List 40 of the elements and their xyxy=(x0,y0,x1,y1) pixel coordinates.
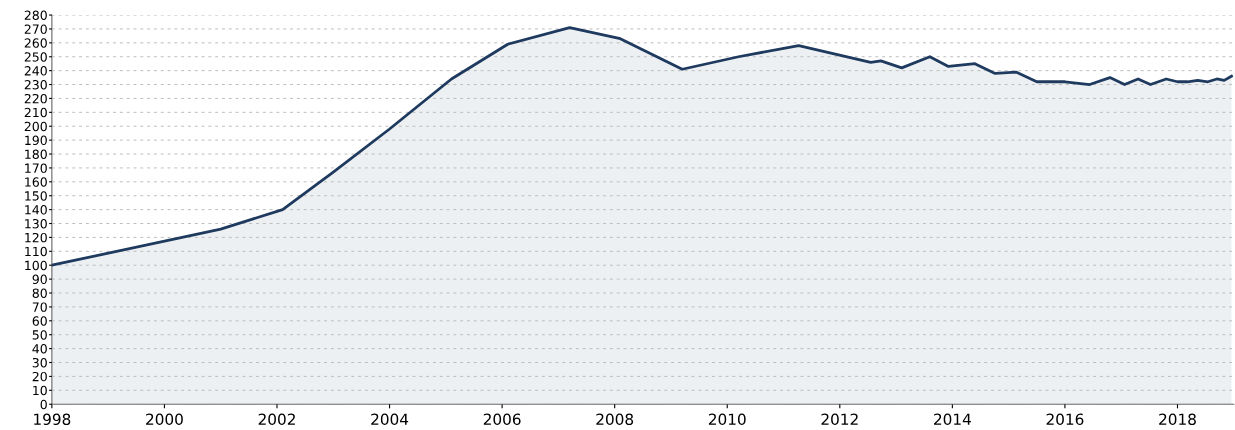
y-tick-label: 50 xyxy=(32,330,47,340)
x-tick-label: 2010 xyxy=(708,413,746,426)
y-tick-label: 270 xyxy=(24,24,47,34)
x-tick-label: 2006 xyxy=(483,413,521,426)
y-tick-label: 40 xyxy=(32,344,47,354)
y-tick-label: 190 xyxy=(25,135,47,146)
y-tick-label: 10 xyxy=(33,385,47,396)
y-tick-label: 80 xyxy=(32,288,47,298)
y-tick-label: 110 xyxy=(25,246,47,257)
y-tick-label: 160 xyxy=(25,177,47,187)
x-tick-label: 2014 xyxy=(934,413,971,426)
x-tick-label: 2004 xyxy=(371,413,409,426)
y-tick-label: 150 xyxy=(25,191,47,201)
y-tick-label: 20 xyxy=(32,371,47,382)
y-tick-label: 220 xyxy=(24,93,47,104)
y-tick-label: 240 xyxy=(24,66,47,76)
y-tick-label: 140 xyxy=(25,205,47,215)
y-tick-label: 70 xyxy=(32,302,47,312)
y-tick-label: 210 xyxy=(24,107,47,118)
x-tick-label: 2018 xyxy=(1159,413,1196,426)
y-tick-label: 170 xyxy=(25,163,47,173)
y-tick-label: 260 xyxy=(24,38,47,48)
x-tick-label: 2012 xyxy=(821,413,858,426)
y-tick-label: 120 xyxy=(25,232,47,243)
x-tick-label: 2000 xyxy=(146,413,183,426)
y-tick-label: 250 xyxy=(24,52,47,62)
y-tick-label: 100 xyxy=(25,260,47,271)
x-tick-label: 2002 xyxy=(258,413,295,426)
y-tick-label: 200 xyxy=(24,121,47,132)
x-tick-label: 2016 xyxy=(1046,413,1084,426)
y-tick-label: 130 xyxy=(25,218,47,229)
y-tick-label: 30 xyxy=(32,357,47,368)
y-tick-label: 230 xyxy=(24,80,47,90)
y-tick-label: 0 xyxy=(40,399,47,410)
x-tick-label: 1998 xyxy=(34,413,71,426)
x-tick-label: 2008 xyxy=(596,413,634,426)
y-tick-label: 180 xyxy=(25,149,47,159)
y-tick-label: 90 xyxy=(32,274,47,285)
y-tick-label: 60 xyxy=(32,316,47,326)
y-tick-label: 280 xyxy=(24,10,47,20)
